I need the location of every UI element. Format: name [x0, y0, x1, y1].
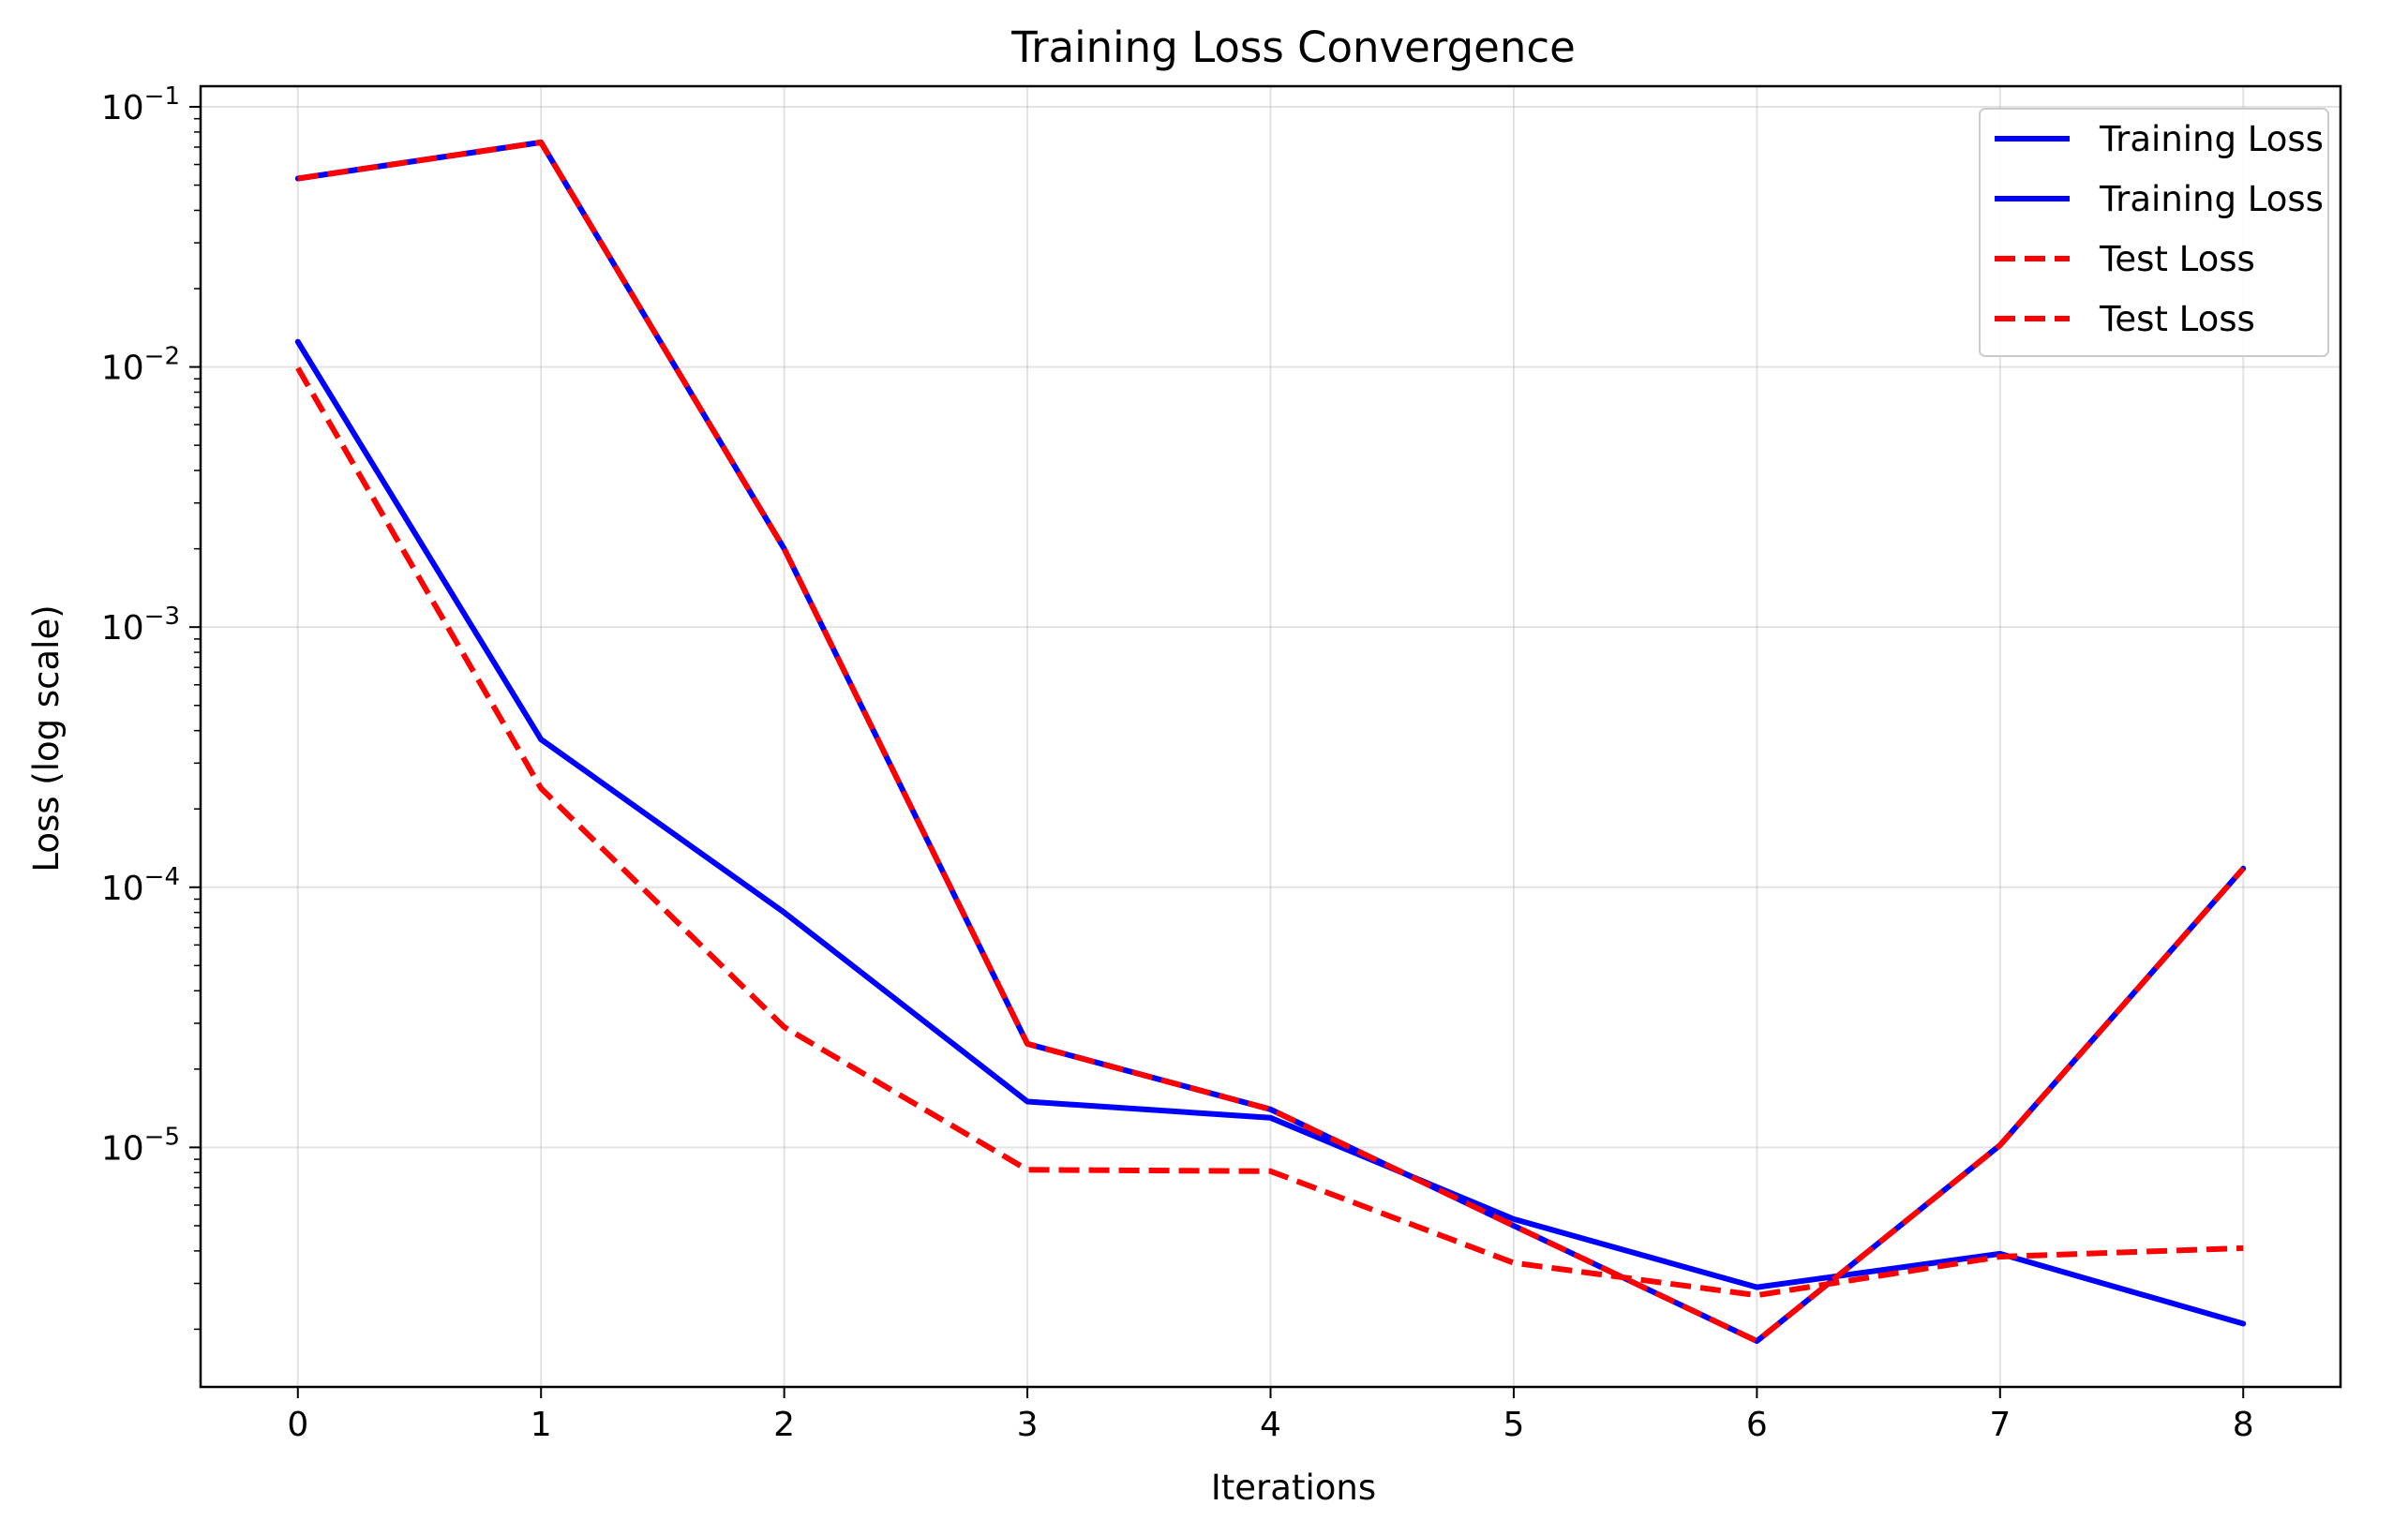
x-tick-label: 7 [1989, 1406, 2011, 1444]
chart-title: Training Loss Convergence [1010, 22, 1576, 72]
y-tick-label: 10−4 [101, 863, 180, 908]
y-tick-label: 10−1 [101, 82, 180, 127]
grid [201, 86, 2341, 1387]
legend-box [1979, 108, 2329, 357]
x-tick-label: 4 [1260, 1406, 1281, 1444]
series-line-3 [295, 366, 2244, 1299]
x-tick-label: 2 [773, 1406, 795, 1444]
y-tick-label: 10−2 [101, 343, 180, 388]
x-tick-label: 1 [531, 1406, 552, 1444]
legend: Training Loss Training Loss Test Loss Test … [1979, 108, 2329, 357]
y-axis-label: Loss (log scale) [26, 604, 67, 872]
axis-ticks: 0 1 2 3 4 5 6 7 8 10−5 10−4 10−3 10−2 10−1 [101, 82, 2254, 1444]
legend-label: Test Loss [2099, 299, 2255, 339]
legend-label: Test Loss [2099, 239, 2255, 279]
x-tick-label: 3 [1017, 1406, 1039, 1444]
x-axis-label: Iterations [1211, 1468, 1376, 1508]
series-line-4 [297, 139, 2246, 1345]
legend-label: Training Loss [2099, 119, 2324, 159]
x-tick-label: 8 [2233, 1406, 2254, 1444]
y-tick-label: 10−5 [101, 1123, 180, 1168]
x-tick-label: 6 [1746, 1406, 1768, 1444]
series-line-1 [294, 338, 2247, 1327]
x-tick-label: 0 [287, 1406, 308, 1444]
series-lines [294, 139, 2247, 1345]
y-tick-label: 10−3 [101, 603, 180, 648]
legend-label: Training Loss [2099, 179, 2324, 219]
x-tick-label: 5 [1503, 1406, 1524, 1444]
